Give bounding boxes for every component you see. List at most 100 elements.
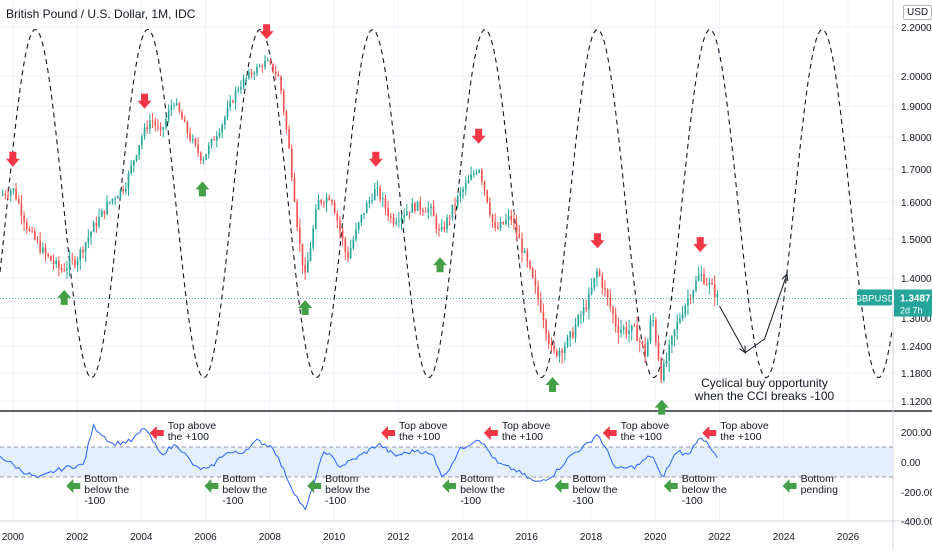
candle	[221, 122, 224, 139]
candle-body	[301, 243, 304, 266]
candle	[633, 323, 636, 327]
candle	[630, 324, 633, 341]
candle	[290, 144, 293, 182]
cci-label-text: Bottom pending	[801, 473, 839, 496]
candle	[256, 63, 258, 77]
candle	[475, 169, 478, 176]
candle	[298, 218, 301, 253]
candle-body	[344, 238, 347, 253]
currency-badge[interactable]: USD	[903, 5, 932, 20]
candle-body	[25, 222, 28, 229]
candle-body	[175, 103, 178, 105]
candle	[598, 268, 601, 278]
candle-body	[82, 249, 84, 253]
candle-body	[17, 199, 20, 203]
candle-body	[111, 198, 114, 202]
candle-body	[7, 195, 9, 197]
candle	[157, 118, 159, 132]
candle	[406, 203, 408, 216]
candle-body	[430, 206, 432, 209]
candle-body	[692, 290, 695, 299]
cci-top-label: Top above the +100	[502, 420, 551, 443]
candle	[15, 183, 17, 201]
candle	[590, 278, 593, 296]
candle	[224, 115, 226, 130]
candle-body	[288, 128, 290, 149]
candle-body	[555, 350, 558, 357]
annotation-line: Cyclical buy opportunity	[701, 376, 828, 390]
candle	[582, 299, 585, 323]
candle-body	[250, 72, 253, 75]
candle	[566, 334, 569, 349]
candle	[687, 289, 689, 316]
candle	[518, 225, 521, 239]
candle	[31, 226, 33, 234]
candle-body	[143, 127, 146, 137]
candle	[363, 213, 365, 220]
candle	[448, 214, 451, 227]
candle-body	[502, 221, 505, 224]
candle	[250, 68, 253, 79]
cci-label-text: Bottom below the -100	[222, 473, 267, 507]
candle	[111, 198, 114, 205]
cci-label-line: below the	[682, 484, 727, 496]
candle-body	[197, 144, 199, 153]
candle	[368, 196, 371, 209]
candle	[373, 182, 376, 201]
candle-body	[183, 119, 186, 122]
candle	[50, 255, 52, 262]
candle-body	[646, 341, 649, 357]
candle-body	[304, 265, 306, 273]
candle	[491, 213, 494, 228]
candle	[355, 223, 357, 242]
candle	[649, 315, 652, 345]
cci-line	[0, 423, 718, 511]
candle-body	[371, 200, 373, 202]
candle-body	[133, 160, 135, 166]
candle-body	[491, 214, 494, 223]
cci-label-line: Top above	[621, 420, 670, 432]
candle	[398, 212, 400, 228]
buy-opportunity-annotation: Cyclical buy opportunity when the CCI bre…	[694, 376, 835, 403]
candle-body	[357, 222, 360, 230]
candle	[502, 221, 505, 226]
candle-body	[389, 216, 392, 218]
candle-body	[165, 119, 167, 128]
candle-body	[497, 227, 499, 229]
candle-body	[237, 89, 240, 91]
candle	[317, 194, 320, 210]
candle-body	[510, 215, 513, 220]
cci-label-text: Bottom below the -100	[573, 473, 618, 507]
candle	[711, 278, 713, 286]
candle	[467, 174, 470, 184]
candle-body	[92, 222, 95, 233]
cci-label-line: -100	[84, 495, 105, 507]
candle-body	[376, 187, 379, 189]
candle-body	[547, 333, 550, 344]
candle	[563, 341, 566, 361]
candle	[438, 223, 440, 237]
time-tick-label: 2026	[837, 532, 860, 543]
cci-bottom-arrow	[554, 479, 569, 493]
candle-body	[529, 260, 531, 268]
candle	[542, 303, 545, 329]
candle-body	[542, 311, 545, 321]
time-tick-label: 2000	[2, 532, 25, 543]
candle	[199, 151, 202, 165]
candle-body	[266, 60, 269, 62]
candle-body	[50, 256, 52, 261]
cci-label-text: Bottom below the -100	[460, 473, 505, 507]
price-tick-label: 1.9000	[901, 102, 932, 113]
candle	[497, 221, 499, 230]
candle-body	[687, 298, 689, 306]
candle	[387, 200, 389, 222]
candle-body	[574, 325, 577, 338]
candle-body	[90, 232, 92, 238]
candle-body	[676, 321, 679, 330]
candle	[90, 231, 92, 245]
cci-bottom-label: Bottom below the -100	[682, 473, 727, 507]
candle	[39, 232, 41, 255]
cci-bottom-label: Bottom below the -100	[84, 473, 129, 507]
